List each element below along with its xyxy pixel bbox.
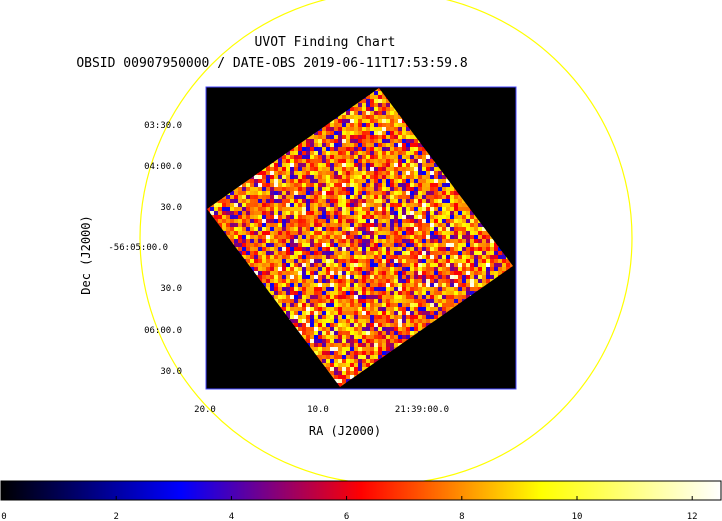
colorbar-tick-label: 8 — [459, 512, 464, 521]
y-axis-label: Dec (J2000) — [79, 215, 93, 294]
y-tick-label: 30.0 — [160, 284, 182, 294]
image-frame — [205, 86, 517, 390]
x-axis-label: RA (J2000) — [309, 424, 381, 438]
x-tick-label: 21:39:00.0 — [395, 405, 449, 415]
y-tick-label: -56:05:00.0 — [108, 243, 168, 253]
chart-subtitle: OBSID 00907950000 / DATE-OBS 2019-06-11T… — [76, 56, 467, 71]
colorbar-tick-label: 6 — [344, 512, 349, 521]
y-tick-label: 04:00.0 — [144, 162, 182, 172]
colorbar-tick-label: 12 — [687, 512, 698, 521]
colorbar-tick-label: 10 — [572, 512, 583, 521]
colorbar-tick-label: 0 — [1, 512, 6, 521]
y-tick-label: 03:30.0 — [144, 121, 182, 131]
chart-title: UVOT Finding Chart — [255, 35, 396, 50]
y-axis: 03:30.0 04:00.0 30.0 -56:05:00.0 30.0 06… — [108, 121, 182, 377]
x-tick-label: 10.0 — [307, 405, 329, 415]
colorbar-tick-label: 2 — [113, 512, 118, 521]
colorbar — [0, 480, 722, 501]
y-tick-label: 30.0 — [160, 367, 182, 377]
x-tick-label: 20.0 — [194, 405, 216, 415]
colorbar-tick-label: 4 — [229, 512, 234, 521]
y-tick-label: 30.0 — [160, 203, 182, 213]
colorbar-ticks: 0 2 4 6 8 10 12 — [0, 496, 698, 521]
x-axis: 20.0 10.0 21:39:00.0 — [194, 405, 449, 415]
y-tick-label: 06:00.0 — [144, 326, 182, 336]
